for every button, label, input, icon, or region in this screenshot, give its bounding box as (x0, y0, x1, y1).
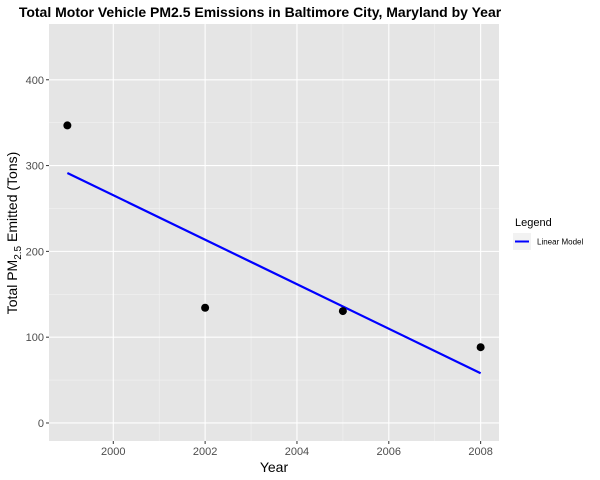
y-axis: 0 100 200 300 400 (26, 75, 49, 430)
minor-gridlines (49, 24, 499, 441)
y-axis-title: Total PM2.5 Emitted (Tons) (4, 152, 24, 315)
series-lines (66, 171, 482, 375)
series-line-linear-model (66, 171, 482, 375)
y-tick-label: 100 (26, 332, 44, 344)
x-tick-label: 2008 (468, 446, 492, 458)
y-tick-label: 0 (38, 418, 44, 430)
x-axis: 2000 2002 2004 2006 2008 (101, 441, 493, 458)
data-point (63, 121, 72, 130)
data-point (338, 307, 347, 316)
y-axis-title-suffix: Emitted (Tons) (4, 152, 20, 246)
data-points (63, 121, 485, 352)
x-tick-label: 2000 (101, 446, 125, 458)
plot-panel (49, 24, 499, 441)
major-gridlines (49, 24, 499, 441)
data-point (476, 343, 485, 352)
legend: Legend Linear Model (513, 217, 583, 250)
x-axis-title: Year (260, 459, 289, 475)
data-point (201, 303, 210, 312)
y-axis-title-prefix: Total PM (4, 260, 20, 314)
y-tick-label: 400 (26, 75, 44, 87)
y-tick-label: 300 (26, 161, 44, 173)
y-axis-title-subscript: 2.5 (13, 245, 24, 259)
legend-title: Legend (515, 217, 552, 229)
x-tick-label: 2006 (377, 446, 401, 458)
y-tick-label: 200 (26, 246, 44, 258)
x-tick-label: 2004 (285, 446, 309, 458)
x-tick-label: 2002 (193, 446, 217, 458)
legend-label-linear-model: Linear Model (537, 238, 583, 247)
chart-title: Total Motor Vehicle PM2.5 Emissions in B… (19, 4, 502, 20)
